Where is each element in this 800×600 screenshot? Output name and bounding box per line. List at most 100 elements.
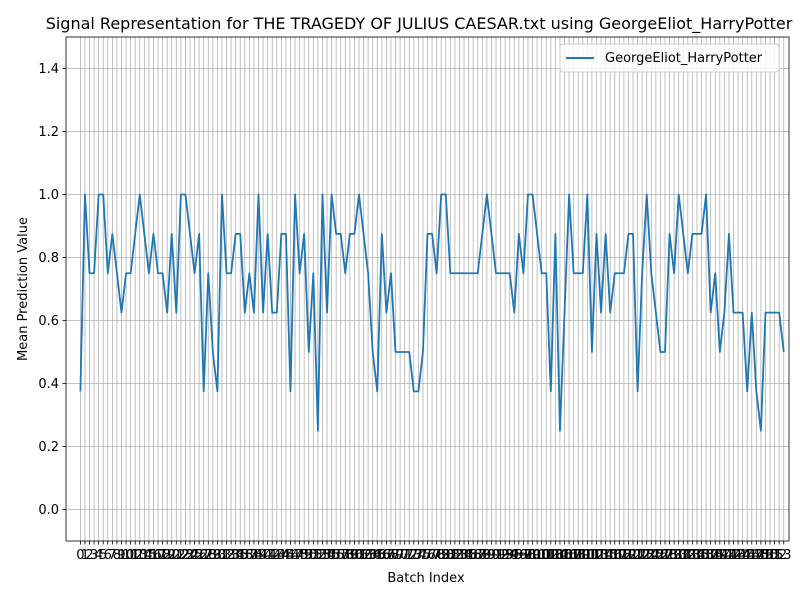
- x-tick-label: 115: [593, 548, 618, 563]
- x-tick-label: 152: [762, 548, 787, 563]
- x-tick-label: 26: [191, 548, 208, 563]
- x-tick-label: 141: [712, 548, 737, 563]
- x-tick-label: 39: [250, 548, 267, 563]
- y-tick-label: 0.6: [38, 314, 59, 329]
- x-tick-label: 47: [287, 548, 304, 563]
- x-tick-label: 94: [501, 548, 518, 563]
- x-tick-label: 84: [456, 548, 473, 563]
- x-tick-label: 35: [232, 548, 249, 563]
- y-tick-label: 0.0: [38, 503, 59, 518]
- x-tick-label: 1: [81, 548, 89, 563]
- legend-label: GeorgeEliot_HarryPotter: [605, 51, 763, 66]
- x-tick-label: 75: [415, 548, 432, 563]
- x-tick-label: 30: [209, 548, 226, 563]
- x-tick-label: 41: [259, 548, 276, 563]
- x-tick-label: 28: [200, 548, 217, 563]
- x-tick-label: 100: [525, 548, 550, 563]
- x-tick-label: 78: [428, 548, 445, 563]
- x-tick-label: 117: [602, 548, 627, 563]
- x-tick-label: 114: [589, 548, 614, 563]
- x-tick-label: 93: [497, 548, 514, 563]
- x-tick-label: 105: [548, 548, 573, 563]
- x-tick-label: 113: [584, 548, 609, 563]
- x-tick-label: 42: [264, 548, 281, 563]
- x-tick-label: 133: [675, 548, 700, 563]
- x-tick-label: 36: [237, 548, 254, 563]
- y-tick-label: 0.2: [38, 440, 59, 455]
- x-tick-label: 25: [186, 548, 203, 563]
- x-tick-label: 19: [159, 548, 176, 563]
- x-tick-label: 87: [469, 548, 486, 563]
- x-tick-label: 68: [383, 548, 400, 563]
- x-tick-label: 29: [205, 548, 222, 563]
- x-tick-label: 22: [173, 548, 190, 563]
- y-axis-label: Mean Prediction Value: [16, 217, 31, 361]
- x-tick-label: 139: [703, 548, 728, 563]
- x-tick-label: 80: [437, 548, 454, 563]
- x-tick-label: 66: [374, 548, 391, 563]
- x-tick-label: 15: [141, 548, 158, 563]
- x-tick-label: 6: [104, 548, 112, 563]
- x-tick-label: 73: [406, 548, 423, 563]
- x-tick-label: 34: [227, 548, 244, 563]
- x-tick-label: 147: [739, 548, 764, 563]
- x-tick-label: 11: [122, 548, 139, 563]
- x-tick-label: 67: [378, 548, 395, 563]
- x-tick-label: 88: [474, 548, 491, 563]
- y-tick-label: 1.4: [38, 62, 59, 77]
- x-tick-label: 125: [639, 548, 664, 563]
- x-tick-label: 13: [131, 548, 148, 563]
- x-tick-label: 0: [76, 548, 84, 563]
- x-tick-label: 65: [369, 548, 386, 563]
- x-tick-label: 148: [744, 548, 769, 563]
- x-tick-label: 63: [360, 548, 377, 563]
- x-tick-label: 128: [653, 548, 678, 563]
- x-tick-label: 119: [611, 548, 636, 563]
- x-tick-label: 124: [634, 548, 659, 563]
- x-tick-label: 5: [99, 548, 107, 563]
- x-tick-label: 138: [698, 548, 723, 563]
- x-tick-label: 72: [401, 548, 418, 563]
- x-tick-label: 111: [575, 548, 600, 563]
- x-tick-label: 76: [419, 548, 436, 563]
- x-tick-label: 137: [694, 548, 719, 563]
- series-line: [79, 193, 785, 432]
- x-tick-label: 149: [748, 548, 773, 563]
- x-tick-label: 46: [282, 548, 299, 563]
- x-tick-label: 64: [364, 548, 381, 563]
- x-tick-label: 62: [355, 548, 372, 563]
- x-tick-label: 120: [616, 548, 641, 563]
- x-tick-label: 101: [529, 548, 554, 563]
- x-tick-label: 59: [342, 548, 359, 563]
- x-tick-label: 126: [643, 548, 668, 563]
- x-tick-label: 150: [753, 548, 778, 563]
- x-tick-label: 32: [218, 548, 235, 563]
- x-tick-label: 53: [314, 548, 331, 563]
- x-tick-label: 102: [534, 548, 559, 563]
- x-tick-label: 55: [323, 548, 340, 563]
- x-tick-label: 140: [707, 548, 732, 563]
- x-tick-label: 110: [570, 548, 595, 563]
- grid-lines: [66, 37, 789, 541]
- x-tick-label: 127: [648, 548, 673, 563]
- x-tick-label: 77: [424, 548, 441, 563]
- x-tick-label: 16: [145, 548, 162, 563]
- y-axis-ticks: 0.0 0.2 0.4 0.6 0.8 1.0 1.2 1.4: [38, 62, 66, 518]
- x-tick-label: 145: [730, 548, 755, 563]
- x-tick-label: 89: [479, 548, 496, 563]
- x-tick-label: 21: [168, 548, 185, 563]
- x-tick-label: 121: [621, 548, 646, 563]
- x-tick-label: 7: [108, 548, 116, 563]
- x-tick-label: 95: [506, 548, 523, 563]
- x-tick-label: 146: [735, 548, 760, 563]
- x-tick-label: 86: [465, 548, 482, 563]
- legend-box: [559, 43, 780, 73]
- x-tick-label: 17: [150, 548, 167, 563]
- x-tick-label: 40: [255, 548, 272, 563]
- x-tick-label: 109: [566, 548, 591, 563]
- x-tick-label: 3: [90, 548, 98, 563]
- x-axis-label: Batch Index: [387, 571, 465, 586]
- x-tick-label: 153: [767, 548, 792, 563]
- x-tick-label: 131: [666, 548, 691, 563]
